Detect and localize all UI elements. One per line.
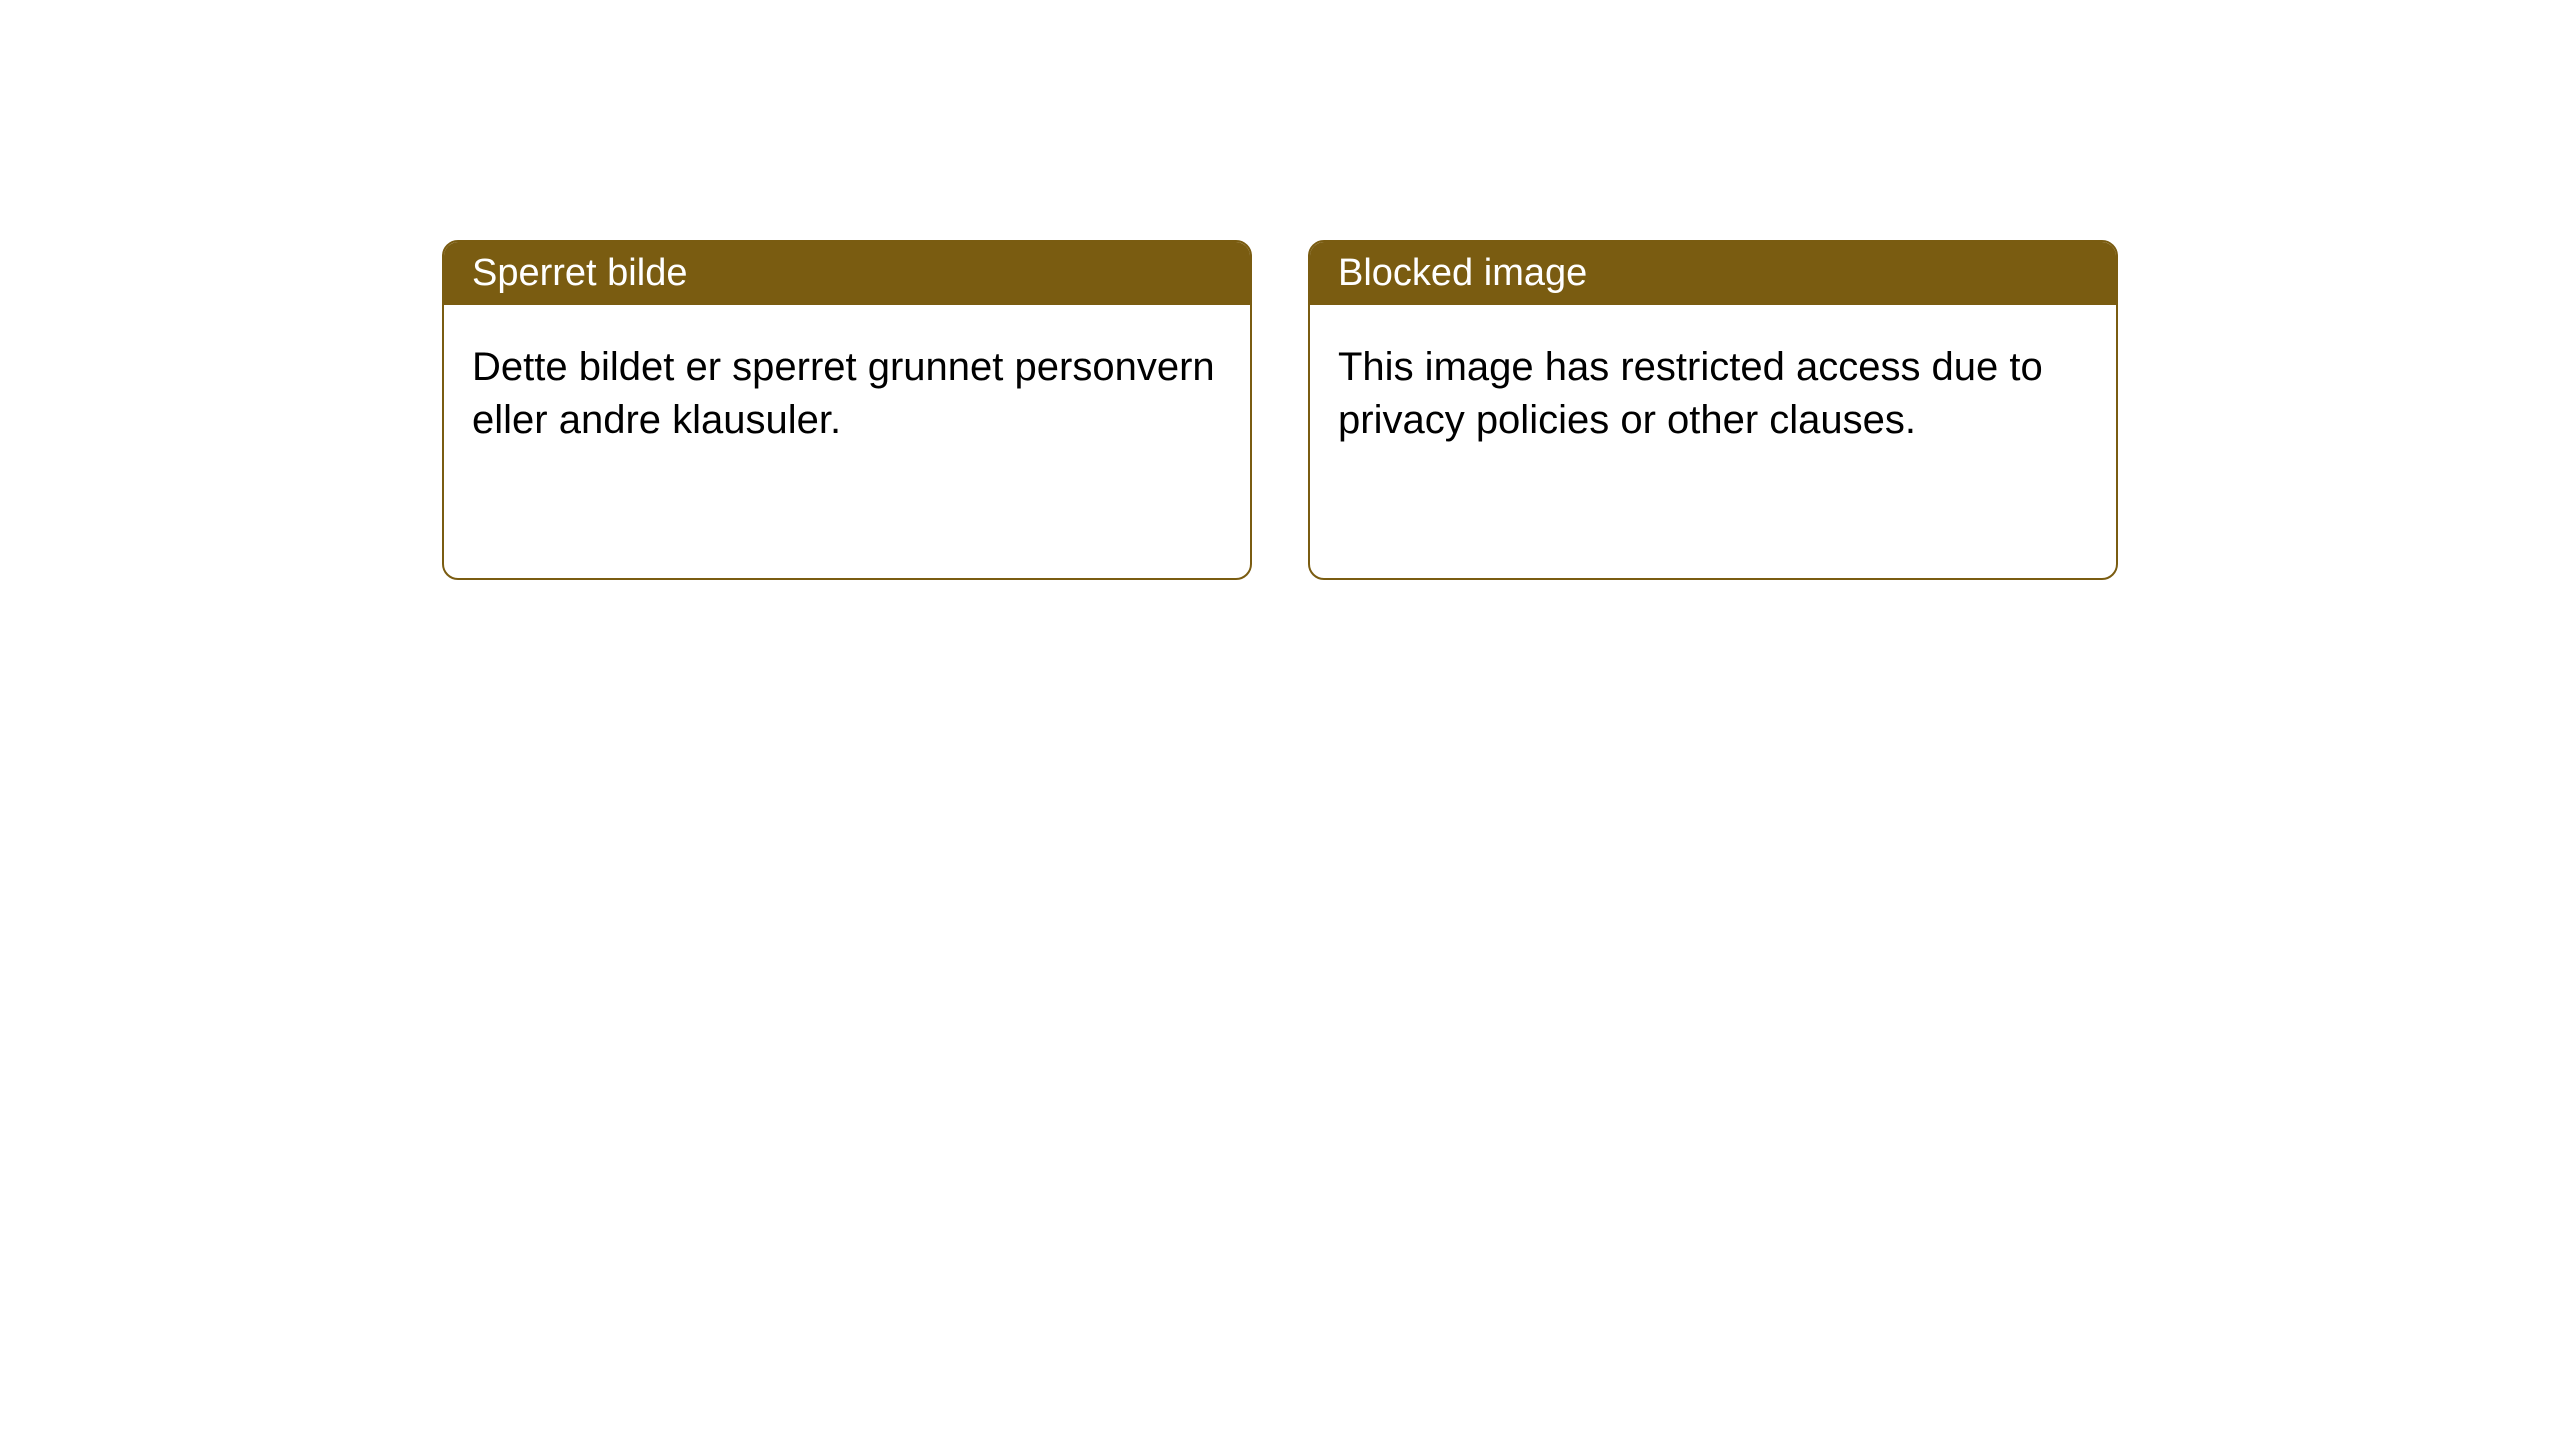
notice-card-title: Blocked image	[1338, 252, 1587, 294]
notice-card-body-text: This image has restricted access due to …	[1338, 345, 2043, 442]
notice-card-body: This image has restricted access due to …	[1310, 305, 2116, 483]
notice-card-nb: Sperret bilde Dette bildet er sperret gr…	[442, 240, 1252, 580]
notice-card-title: Sperret bilde	[472, 252, 687, 294]
notice-card-en: Blocked image This image has restricted …	[1308, 240, 2118, 580]
notice-cards-container: Sperret bilde Dette bildet er sperret gr…	[442, 240, 2118, 1440]
notice-card-header: Sperret bilde	[444, 242, 1250, 305]
notice-card-header: Blocked image	[1310, 242, 2116, 305]
notice-card-body-text: Dette bildet er sperret grunnet personve…	[472, 345, 1215, 442]
notice-card-body: Dette bildet er sperret grunnet personve…	[444, 305, 1250, 483]
